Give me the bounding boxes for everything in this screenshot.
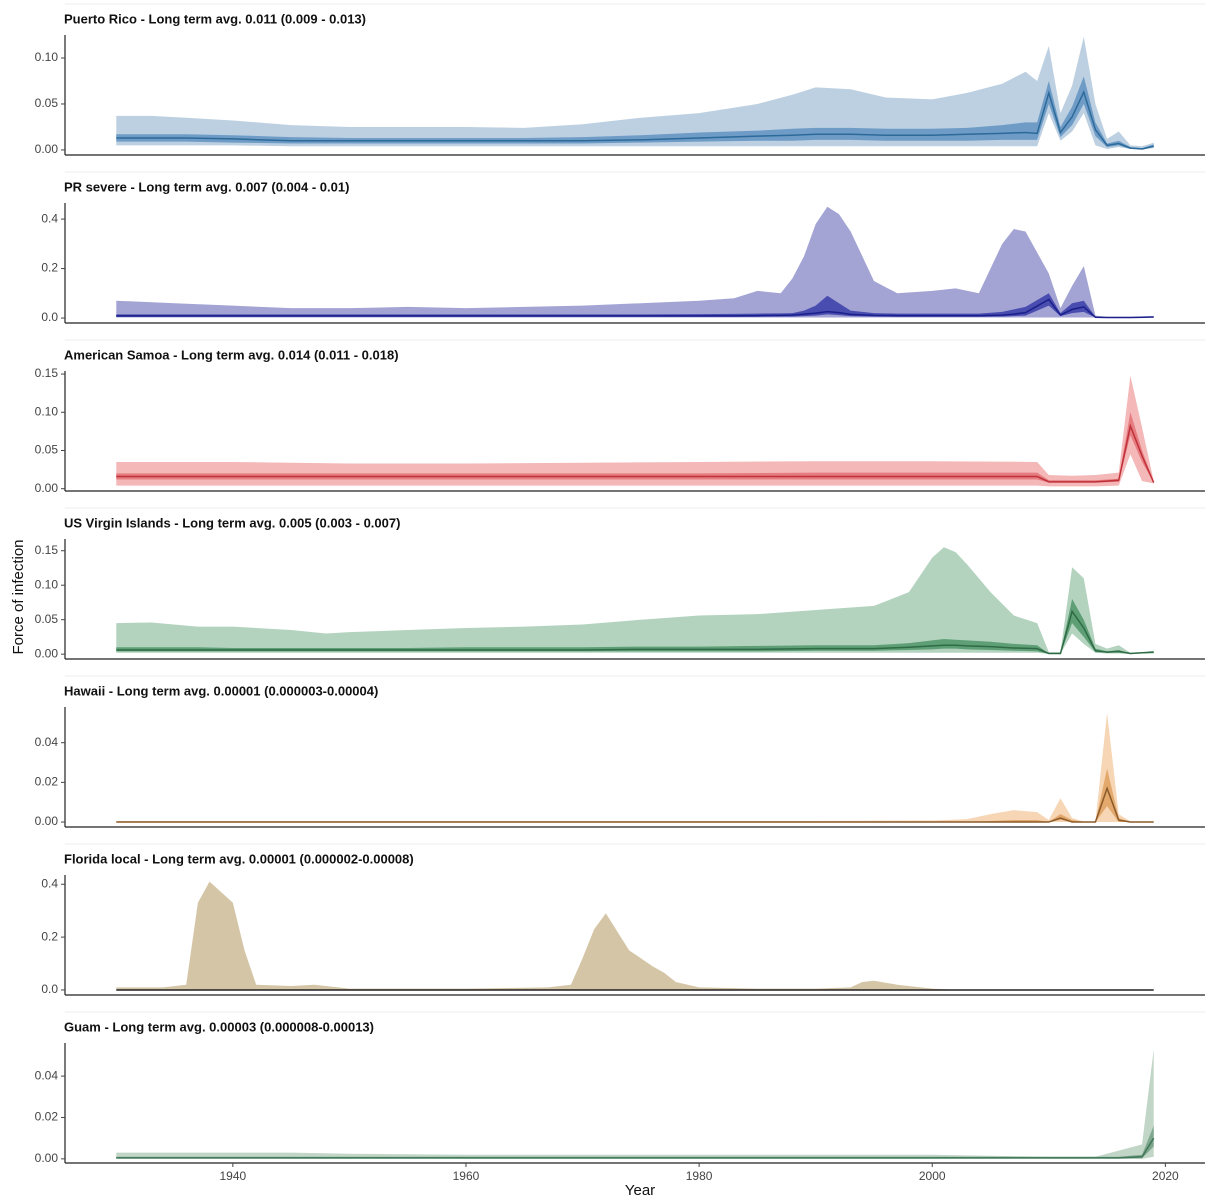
y-tick-label: 0.05 [35, 612, 59, 626]
y-tick-label: 0.15 [35, 366, 59, 380]
outer-band [116, 547, 1154, 654]
outer-band [116, 712, 1154, 823]
panel-title: Hawaii - Long term avg. 0.00001 (0.00000… [64, 683, 378, 698]
y-tick-label: 0.4 [41, 876, 58, 890]
y-tick-label: 0.0 [41, 982, 58, 996]
median-line [116, 609, 1154, 655]
y-tick-label: 0.15 [35, 543, 59, 557]
y-tick-label: 0.04 [35, 735, 59, 749]
y-tick-label: 0.00 [35, 814, 59, 828]
inner-band [116, 412, 1154, 483]
panel-title: PR severe - Long term avg. 0.007 (0.004 … [64, 179, 349, 194]
y-tick-label: 0.10 [35, 404, 59, 418]
y-tick-label: 0.00 [35, 142, 59, 156]
outer-band [116, 375, 1154, 487]
outer-band [116, 1049, 1154, 1159]
y-tick-label: 0.00 [35, 1151, 59, 1165]
median-line [116, 1137, 1155, 1159]
y-tick-label: 0.10 [35, 577, 59, 591]
y-tick-label: 0.04 [35, 1068, 59, 1082]
x-tick-label: 2000 [919, 1169, 946, 1183]
inner-band [116, 599, 1154, 654]
y-tick-label: 0.4 [41, 211, 58, 225]
x-tick-label: 2020 [1152, 1169, 1179, 1183]
panel-title: Guam - Long term avg. 0.00003 (0.000008-… [64, 1019, 374, 1034]
y-tick-label: 0.05 [35, 96, 59, 110]
y-axis-title: Force of infection [10, 539, 27, 654]
x-axis-title: Year [625, 1182, 655, 1199]
y-tick-label: 0.2 [41, 261, 58, 275]
y-tick-label: 0.2 [41, 929, 58, 943]
x-tick-label: 1940 [220, 1169, 247, 1183]
x-tick-label: 1980 [686, 1169, 713, 1183]
y-tick-label: 0.02 [35, 775, 59, 789]
inner-band [116, 76, 1154, 150]
x-tick-label: 1960 [453, 1169, 480, 1183]
y-tick-label: 0.05 [35, 443, 59, 457]
median-line [116, 423, 1155, 483]
panel-title: US Virgin Islands - Long term avg. 0.005… [64, 515, 400, 530]
median-line [116, 298, 1154, 319]
outer-band [116, 36, 1154, 150]
y-tick-label: 0.10 [35, 50, 59, 64]
panel-title: Puerto Rico - Long term avg. 0.011 (0.00… [64, 11, 366, 26]
panel-title: Florida local - Long term avg. 0.00001 (… [64, 851, 414, 866]
median-line [116, 786, 1154, 823]
y-tick-label: 0.00 [35, 481, 59, 495]
median-line [116, 89, 1154, 150]
outer-band [116, 881, 1154, 990]
y-tick-label: 0.0 [41, 310, 58, 324]
outer-band [116, 206, 1154, 318]
y-tick-label: 0.02 [35, 1110, 59, 1124]
panel-title: American Samoa - Long term avg. 0.014 (0… [64, 347, 399, 362]
y-tick-label: 0.00 [35, 646, 59, 660]
